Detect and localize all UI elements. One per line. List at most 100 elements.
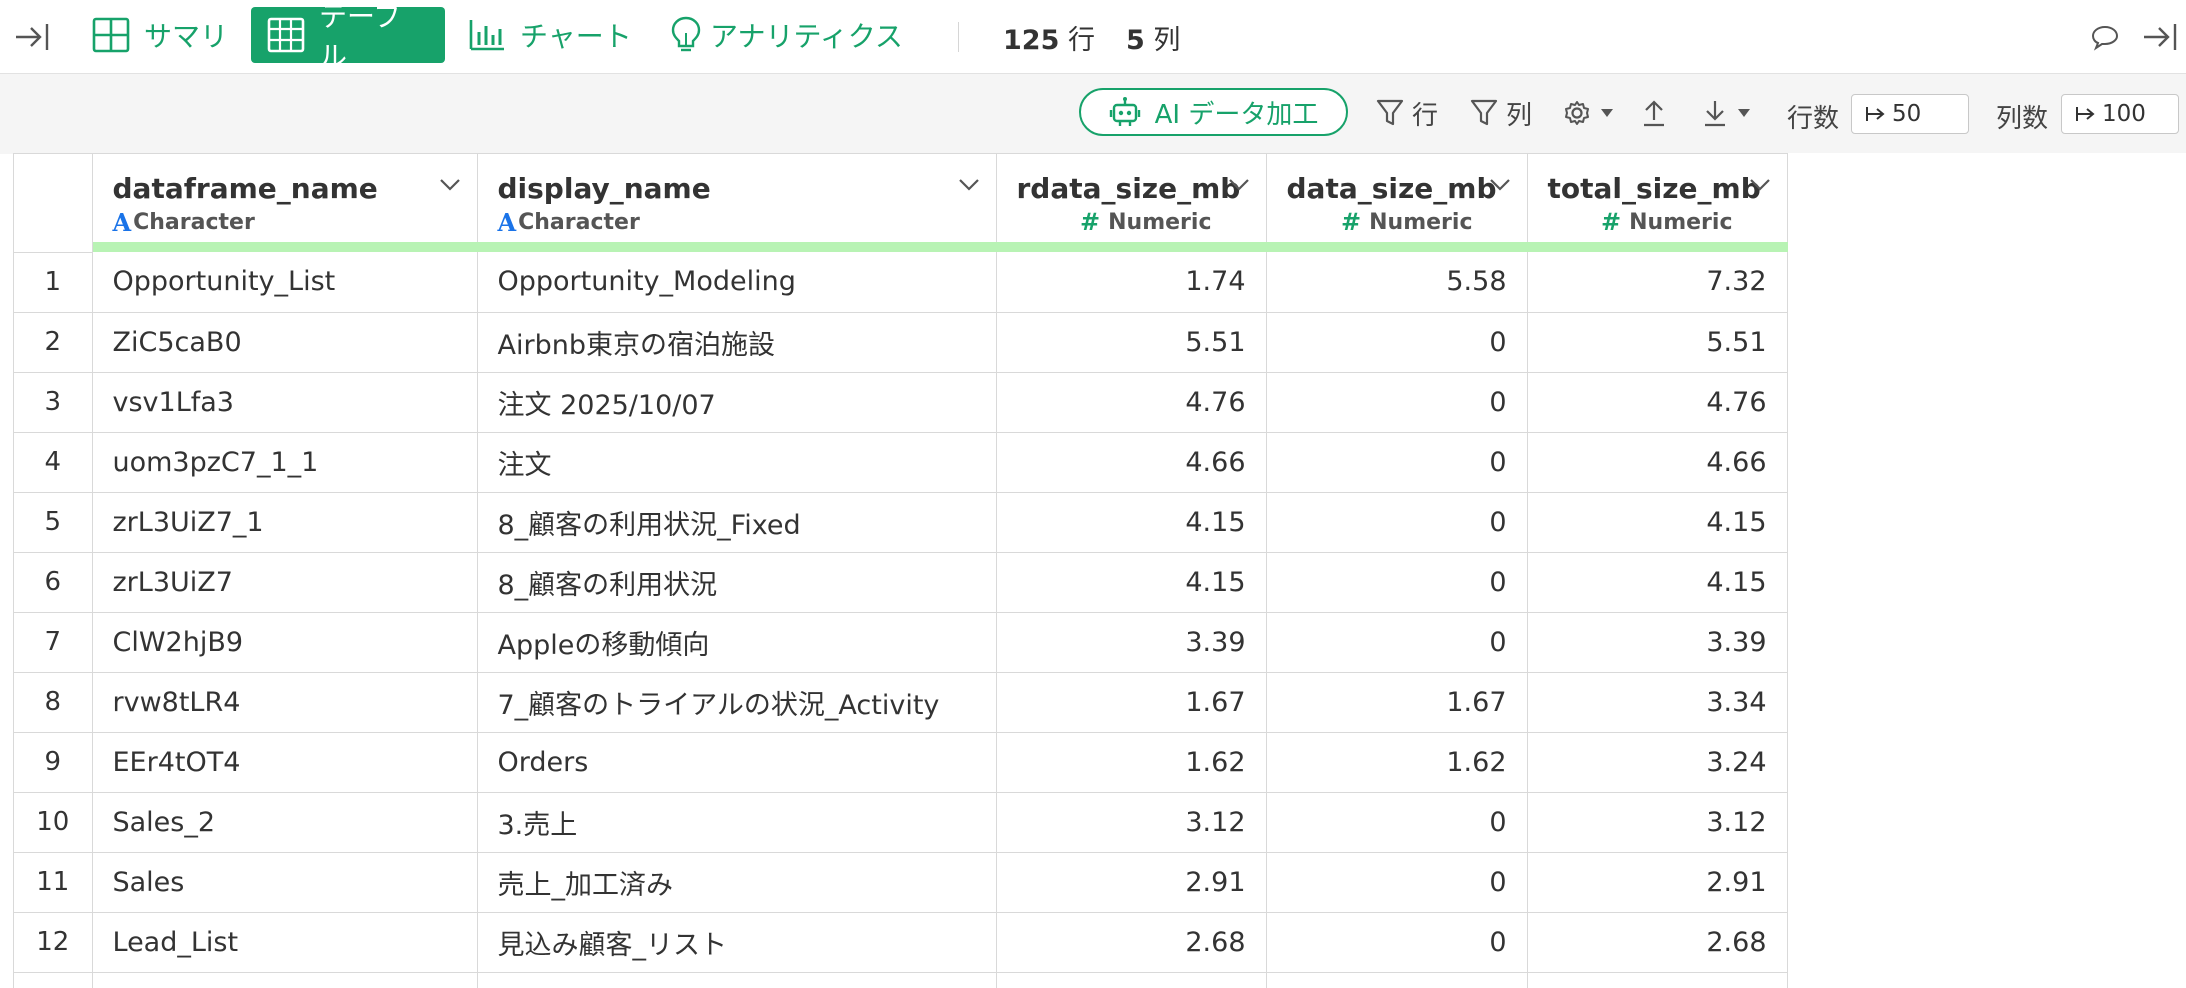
data-table-viewport[interactable]: dataframe_name A Character display_name	[13, 153, 2186, 988]
filter-columns-button[interactable]: 列	[1470, 96, 1532, 131]
cell-display-name[interactable]: 注文 2025/10/07	[477, 372, 997, 433]
cell-data-size-mb[interactable]: 0	[1266, 432, 1528, 493]
cell-total-size-mb[interactable]: 7.32	[1527, 252, 1788, 313]
cell-display-name[interactable]: 8_顧客の利用状況_Fixed	[477, 492, 997, 553]
cell-data-size-mb[interactable]: 0	[1266, 852, 1528, 913]
cell-dataframe-name[interactable]: Lead_List	[92, 912, 478, 973]
cell-dataframe-name[interactable]: uom3pzC7_1_1	[92, 432, 478, 493]
table-row[interactable]: 6 zrL3UiZ7 8_顧客の利用状況 4.15 0 4.15	[14, 552, 2186, 613]
table-row[interactable]: 3 vsv1Lfa3 注文 2025/10/07 4.76 0 4.76	[14, 372, 2186, 433]
cell-total-size-mb[interactable]: 3.24	[1527, 732, 1788, 793]
cell-data-size-mb[interactable]: 0	[1266, 372, 1528, 433]
cell-rdata-size-mb[interactable]: 4.66	[996, 432, 1267, 493]
cell-rdata-size-mb[interactable]: 4.15	[996, 492, 1267, 553]
cell-rdata-size-mb[interactable]: 4.76	[996, 372, 1267, 433]
cell-total-size-mb[interactable]: 3.12	[1527, 792, 1788, 853]
columns-limit-input[interactable]: 100	[2061, 94, 2179, 134]
column-header-dataframe-name[interactable]: dataframe_name A Character	[92, 153, 478, 252]
table-row[interactable]: 8 rvw8tLR4 7_顧客のトライアルの状況_Activity 1.67 1.67 3…	[14, 672, 2186, 733]
cell-data-size-mb[interactable]: 5.58	[1266, 252, 1528, 313]
column-header-rdata-size-mb[interactable]: rdata_size_mb # Numeric	[996, 153, 1267, 252]
cell-total-size-mb[interactable]: 3.39	[1527, 612, 1788, 673]
cell-display-name[interactable]	[477, 972, 997, 988]
table-row[interactable]: 9 EEr4tOT4 Orders 1.62 1.62 3.24	[14, 732, 2186, 793]
table-row[interactable]: 12 Lead_List 見込み顧客_リスト 2.68 0 2.68	[14, 912, 2186, 973]
cell-dataframe-name[interactable]: ClW2hjB9	[92, 612, 478, 673]
chevron-down-icon[interactable]	[439, 178, 461, 192]
cell-rdata-size-mb[interactable]: 2.68	[996, 912, 1267, 973]
cell-total-size-mb[interactable]: 5.51	[1527, 312, 1788, 373]
cell-data-size-mb[interactable]: 1.62	[1266, 732, 1528, 793]
cell-display-name[interactable]: 7_顧客のトライアルの状況_Activity	[477, 672, 997, 733]
cell-display-name[interactable]: Opportunity_Modeling	[477, 252, 997, 313]
cell-rdata-size-mb[interactable]: 4.15	[996, 552, 1267, 613]
settings-menu-button[interactable]	[1563, 96, 1623, 130]
table-row[interactable]: 5 zrL3UiZ7_1 8_顧客の利用状況_Fixed 4.15 0 4.15	[14, 492, 2186, 553]
collapse-left-panel-button[interactable]	[10, 18, 52, 56]
cell-total-size-mb[interactable]: 2.68	[1527, 912, 1788, 973]
cell-display-name[interactable]: 注文	[477, 432, 997, 493]
rows-limit-input[interactable]: 50	[1851, 94, 1969, 134]
table-row[interactable]: 11 Sales 売上_加工済み 2.91 0 2.91	[14, 852, 2186, 913]
table-row[interactable]: 4 uom3pzC7_1_1 注文 4.66 0 4.66	[14, 432, 2186, 493]
cell-total-size-mb[interactable]	[1527, 972, 1788, 988]
cell-display-name[interactable]: 8_顧客の利用状況	[477, 552, 997, 613]
cell-data-size-mb[interactable]: 0	[1266, 612, 1528, 673]
cell-rdata-size-mb[interactable]	[996, 972, 1267, 988]
download-menu-button[interactable]	[1702, 96, 1760, 130]
upload-button[interactable]	[1641, 96, 1675, 130]
cell-total-size-mb[interactable]: 4.15	[1527, 492, 1788, 553]
cell-data-size-mb[interactable]: 0	[1266, 312, 1528, 373]
cell-total-size-mb[interactable]: 4.66	[1527, 432, 1788, 493]
tab-chart[interactable]: チャート	[468, 7, 632, 63]
chevron-down-icon[interactable]	[1749, 178, 1771, 192]
cell-dataframe-name[interactable]: Opportunity_List	[92, 252, 478, 313]
tab-table[interactable]: テーブル	[251, 0, 445, 73]
cell-total-size-mb[interactable]: 4.76	[1527, 372, 1788, 433]
collapse-right-panel-button[interactable]	[2138, 18, 2180, 56]
cell-rdata-size-mb[interactable]: 3.39	[996, 612, 1267, 673]
cell-data-size-mb[interactable]	[1266, 972, 1528, 988]
cell-rdata-size-mb[interactable]: 1.74	[996, 252, 1267, 313]
cell-total-size-mb[interactable]: 3.34	[1527, 672, 1788, 733]
cell-data-size-mb[interactable]: 0	[1266, 552, 1528, 613]
cell-display-name[interactable]: Orders	[477, 732, 997, 793]
cell-rdata-size-mb[interactable]: 2.91	[996, 852, 1267, 913]
column-header-total-size-mb[interactable]: total_size_mb # Numeric	[1527, 153, 1788, 252]
column-header-data-size-mb[interactable]: data_size_mb # Numeric	[1266, 153, 1528, 252]
table-row[interactable]: 7 ClW2hjB9 Appleの移動傾向 3.39 0 3.39	[14, 612, 2186, 673]
cell-data-size-mb[interactable]: 1.67	[1266, 672, 1528, 733]
table-row[interactable]: 1 Opportunity_List Opportunity_Modeling 1.7…	[14, 252, 2186, 313]
cell-rdata-size-mb[interactable]: 3.12	[996, 792, 1267, 853]
ai-data-wrangling-button[interactable]: AI データ加工	[1079, 88, 1348, 136]
cell-data-size-mb[interactable]: 0	[1266, 792, 1528, 853]
cell-dataframe-name[interactable]	[92, 972, 478, 988]
cell-total-size-mb[interactable]: 2.91	[1527, 852, 1788, 913]
tab-analytics[interactable]: アナリティクス	[670, 7, 903, 63]
cell-display-name[interactable]: 見込み顧客_リスト	[477, 912, 997, 973]
cell-dataframe-name[interactable]: zrL3UiZ7_1	[92, 492, 478, 553]
table-row[interactable]: 10 Sales_2 3.売上 3.12 0 3.12	[14, 792, 2186, 853]
cell-display-name[interactable]: Airbnb東京の宿泊施設	[477, 312, 997, 373]
tab-summary[interactable]: サマリ	[92, 7, 228, 63]
cell-display-name[interactable]: Appleの移動傾向	[477, 612, 997, 673]
comment-button[interactable]	[2088, 20, 2122, 54]
cell-dataframe-name[interactable]: ZiC5caB0	[92, 312, 478, 373]
cell-dataframe-name[interactable]: Sales	[92, 852, 478, 913]
cell-data-size-mb[interactable]: 0	[1266, 912, 1528, 973]
chevron-down-icon[interactable]	[1489, 178, 1511, 192]
cell-dataframe-name[interactable]: EEr4tOT4	[92, 732, 478, 793]
cell-display-name[interactable]: 3.売上	[477, 792, 997, 853]
cell-dataframe-name[interactable]: vsv1Lfa3	[92, 372, 478, 433]
cell-total-size-mb[interactable]: 4.15	[1527, 552, 1788, 613]
cell-rdata-size-mb[interactable]: 1.67	[996, 672, 1267, 733]
table-row[interactable]	[14, 972, 2186, 988]
column-header-display-name[interactable]: display_name A Character	[477, 153, 997, 252]
cell-dataframe-name[interactable]: zrL3UiZ7	[92, 552, 478, 613]
cell-rdata-size-mb[interactable]: 5.51	[996, 312, 1267, 373]
table-row[interactable]: 2 ZiC5caB0 Airbnb東京の宿泊施設 5.51 0 5.51	[14, 312, 2186, 373]
cell-data-size-mb[interactable]: 0	[1266, 492, 1528, 553]
chevron-down-icon[interactable]	[1228, 178, 1250, 192]
cell-dataframe-name[interactable]: rvw8tLR4	[92, 672, 478, 733]
cell-display-name[interactable]: 売上_加工済み	[477, 852, 997, 913]
